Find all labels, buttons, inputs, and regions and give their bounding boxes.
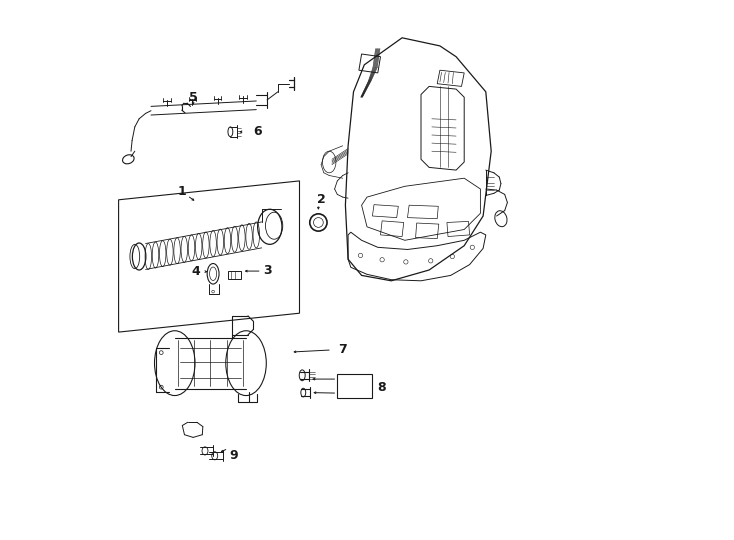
Bar — [228, 271, 241, 279]
Text: 3: 3 — [264, 264, 272, 276]
Bar — [338, 374, 372, 398]
Text: 4: 4 — [192, 265, 200, 278]
Text: 7: 7 — [338, 343, 347, 356]
Text: 5: 5 — [189, 91, 197, 104]
Text: 1: 1 — [178, 185, 186, 198]
Text: 8: 8 — [377, 381, 386, 394]
Text: 2: 2 — [317, 193, 325, 206]
Text: 9: 9 — [229, 449, 238, 462]
Text: 6: 6 — [253, 125, 262, 138]
